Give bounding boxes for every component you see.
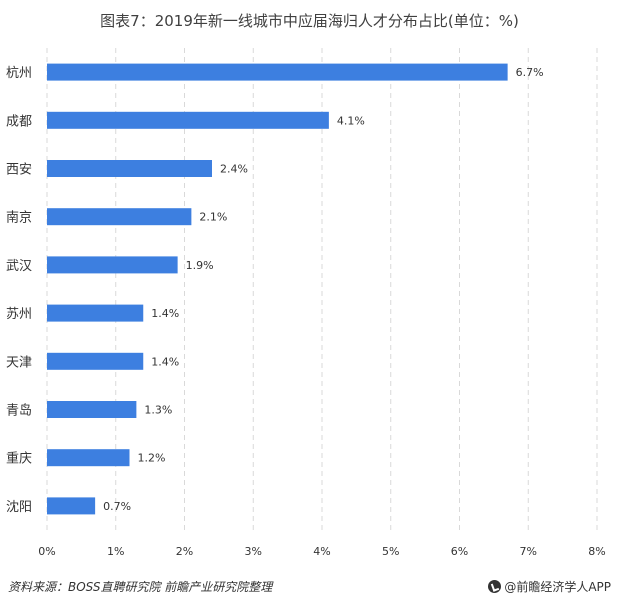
x-tick-labels: 0% 1% 2% 3% 4% 5% 6% 7% 8% [38,545,605,558]
bar [47,208,192,226]
value-labels: 6.7% 4.1% 2.4% 2.1% 1.9% 1.4% 1.4% 1.3% 1.2% 0.7% [103,66,543,513]
value-label: 2.1% [199,211,227,224]
bar [47,304,144,322]
x-tick-label: 1% [107,545,124,558]
bar [47,160,212,177]
bar [47,111,329,129]
bar [47,449,130,467]
x-tick-label: 3% [245,545,262,558]
value-label: 1.4% [151,307,179,320]
brand-text: @前瞻经济学人APP [504,580,611,594]
value-label: 4.1% [337,114,365,127]
x-tick-label: 8% [588,545,605,558]
value-label: 1.9% [186,259,214,272]
bar [47,497,96,515]
value-label: 1.4% [151,355,179,368]
source-note: 资料来源：BOSS直聘研究院 前瞻产业研究院整理 [8,580,273,594]
bar [47,256,178,274]
x-tick-label: 6% [451,545,468,558]
bar [47,401,137,418]
category-label: 重庆 [6,451,32,467]
category-label: 西安 [6,163,32,178]
category-label: 沈阳 [6,500,32,515]
brand-logo-icon [488,580,502,593]
bars [47,63,508,515]
x-tick-label: 4% [313,545,330,558]
category-label: 武汉 [6,259,32,274]
x-tick-label: 2% [176,545,193,558]
category-label: 杭州 [6,66,32,81]
category-label: 青岛 [6,403,32,419]
value-label: 1.3% [144,404,172,417]
category-label: 成都 [6,114,32,129]
category-label: 南京 [6,210,32,226]
value-label: 6.7% [516,66,544,79]
value-label: 1.2% [138,452,166,465]
chart-title: 图表7：2019年新一线城市中应届海归人才分布占比(单位：%) [100,12,519,30]
category-label: 苏州 [6,306,32,322]
bar [47,63,508,81]
x-tick-label: 7% [520,545,537,558]
x-tick-label: 5% [382,545,399,558]
bar [47,352,144,370]
value-label: 2.4% [220,163,248,176]
brand-credit: @前瞻经济学人APP [488,578,611,595]
category-label: 天津 [6,355,32,370]
value-label: 0.7% [103,500,131,513]
x-tick-label: 0% [38,545,55,558]
